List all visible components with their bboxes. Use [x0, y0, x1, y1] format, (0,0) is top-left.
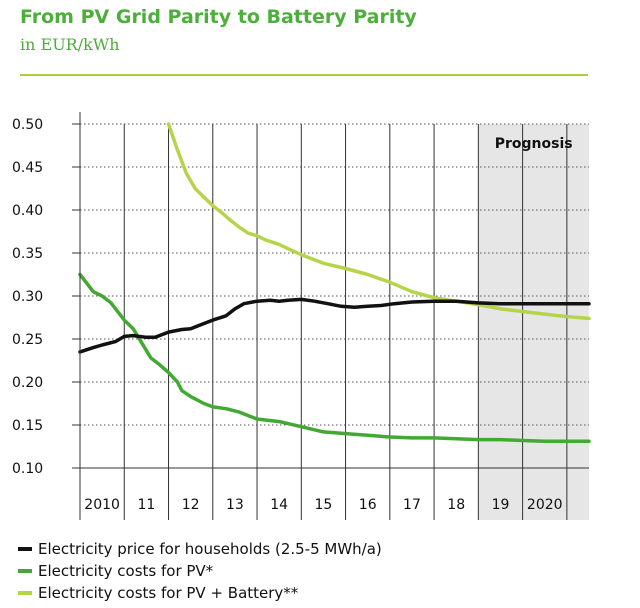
legend-item-pv: Electricity costs for PV* — [18, 560, 382, 582]
x-tick-label: 15 — [315, 497, 333, 513]
x-tick-label: 13 — [226, 497, 244, 513]
legend-label-pv: Electricity costs for PV* — [38, 562, 214, 580]
legend-item-household: Electricity price for households (2.5-5 … — [18, 538, 382, 560]
y-tick-label: 0.50 — [12, 117, 43, 133]
legend-label-household: Electricity price for households (2.5-5 … — [38, 540, 382, 558]
x-tick-label: 2010 — [84, 497, 120, 513]
y-tick-label: 0.20 — [12, 375, 43, 391]
y-tick-label: 0.15 — [12, 418, 43, 434]
legend-swatch-battery — [18, 591, 32, 595]
prognosis-label: Prognosis — [495, 136, 573, 152]
x-tick-label: 12 — [182, 497, 200, 513]
legend-swatch-household — [18, 547, 32, 551]
x-tick-label: 16 — [359, 497, 377, 513]
x-tick-label: 19 — [492, 497, 510, 513]
y-tick-label: 0.25 — [12, 332, 43, 348]
y-tick-label: 0.10 — [12, 461, 43, 477]
y-tick-label: 0.40 — [12, 203, 43, 219]
legend-label-battery: Electricity costs for PV + Battery** — [38, 584, 299, 602]
legend-item-battery: Electricity costs for PV + Battery** — [18, 582, 382, 604]
x-tick-label: 18 — [447, 497, 465, 513]
x-tick-label: 17 — [403, 497, 421, 513]
series-layer — [78, 122, 591, 444]
prognosis-area — [478, 124, 589, 520]
y-tick-label: 0.35 — [12, 246, 43, 262]
y-tick-label: 0.45 — [12, 160, 43, 176]
series-line-2 — [166, 122, 591, 321]
legend-swatch-pv — [18, 569, 32, 573]
x-tick-label: 14 — [270, 497, 288, 513]
y-tick-label: 0.30 — [12, 289, 43, 305]
page-title: From PV Grid Parity to Battery Parity — [20, 6, 417, 28]
x-tick-label: 11 — [137, 497, 155, 513]
line-chart: 0.10 0.15 0.20 0.25 0.30 0.35 0.40 0.45 0.50 2010… — [12, 112, 591, 520]
x-tick-label: 2020 — [527, 497, 563, 513]
series-line-1 — [78, 272, 591, 444]
series-line-0 — [78, 297, 591, 354]
page-subtitle: in EUR/kWh — [20, 35, 120, 54]
title-divider — [20, 74, 588, 76]
axis-layer: 0.10 0.15 0.20 0.25 0.30 0.35 0.40 0.45 0.50 2010… — [12, 112, 589, 520]
legend: Electricity price for households (2.5-5 … — [18, 538, 382, 604]
